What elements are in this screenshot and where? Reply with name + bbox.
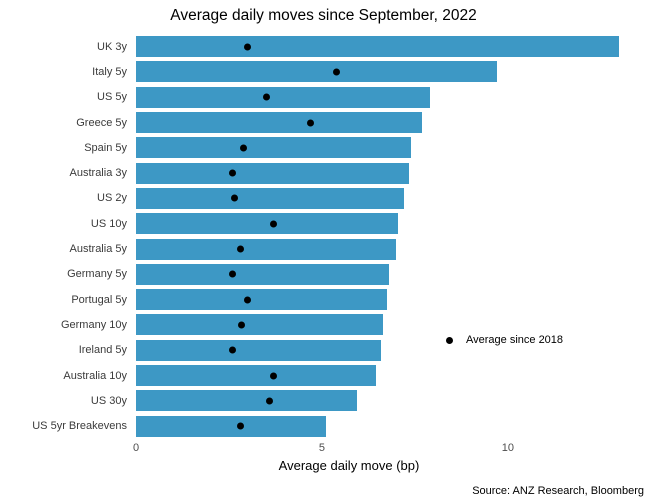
bar-track bbox=[136, 213, 647, 235]
bar-track bbox=[136, 187, 647, 209]
y-axis-category-label: Germany 5y bbox=[67, 268, 127, 281]
bar-track bbox=[136, 415, 647, 437]
average-since-2018-dot bbox=[229, 270, 237, 278]
y-axis-category-label: Italy 5y bbox=[92, 65, 127, 78]
bar bbox=[136, 314, 384, 336]
y-axis-category-label: US 2y bbox=[97, 192, 127, 205]
chart-row: US 5yr Breakevens bbox=[0, 413, 647, 438]
x-tick-label: 5 bbox=[318, 442, 326, 454]
x-axis: 0 5 10 bbox=[132, 442, 647, 456]
y-axis-category-label: Australia 3y bbox=[69, 167, 127, 180]
y-axis-category-label: US 5y bbox=[97, 91, 127, 104]
bar-track bbox=[136, 162, 647, 184]
bar bbox=[136, 112, 423, 134]
chart-title: Average daily moves since September, 202… bbox=[170, 7, 477, 24]
y-axis-category-label: Portugal 5y bbox=[71, 293, 127, 306]
bar bbox=[136, 339, 382, 361]
average-since-2018-dot bbox=[240, 144, 248, 152]
chart-row: Greece 5y bbox=[0, 110, 647, 135]
bar bbox=[136, 61, 497, 83]
bar-track bbox=[136, 238, 647, 260]
average-since-2018-dot bbox=[266, 397, 274, 405]
y-axis-category-label: Ireland 5y bbox=[78, 344, 127, 357]
chart-row: US 10y bbox=[0, 211, 647, 236]
bar-track bbox=[136, 86, 647, 108]
y-axis-category-label: Australia 10y bbox=[63, 369, 127, 382]
y-axis-category-label: Greece 5y bbox=[76, 116, 127, 129]
legend-label: Average since 2018 bbox=[466, 334, 564, 346]
x-tick-label: 10 bbox=[501, 442, 515, 454]
average-since-2018-dot bbox=[238, 321, 246, 329]
chart-row: Australia 10y bbox=[0, 363, 647, 388]
average-since-2018-dot bbox=[262, 93, 270, 101]
source-note: Source: ANZ Research, Bloomberg bbox=[472, 485, 644, 497]
chart-row: Germany 5y bbox=[0, 262, 647, 287]
bar-track bbox=[136, 289, 647, 311]
bar bbox=[136, 263, 389, 285]
average-since-2018-dot bbox=[244, 296, 252, 304]
average-since-2018-dot bbox=[307, 119, 315, 127]
average-since-2018-dot bbox=[229, 169, 237, 177]
chart-row: US 30y bbox=[0, 388, 647, 413]
bar bbox=[136, 137, 412, 159]
chart-row: US 2y bbox=[0, 186, 647, 211]
bar bbox=[136, 289, 388, 311]
bar bbox=[136, 213, 399, 235]
bar-track bbox=[136, 390, 647, 412]
chart-row: Germany 10y bbox=[0, 312, 647, 337]
average-since-2018-dot bbox=[244, 43, 252, 51]
chart-row: Spain 5y bbox=[0, 135, 647, 160]
chart-row: Italy 5y bbox=[0, 59, 647, 84]
bar-track bbox=[136, 36, 647, 58]
chart-row: Australia 3y bbox=[0, 160, 647, 185]
bar bbox=[136, 187, 404, 209]
average-since-2018-dot bbox=[270, 220, 278, 228]
y-axis-category-label: US 30y bbox=[90, 394, 127, 407]
bar bbox=[136, 365, 376, 386]
bar-track bbox=[136, 314, 647, 336]
x-axis-title: Average daily move (bp) bbox=[278, 458, 420, 473]
bar-track bbox=[136, 263, 647, 285]
average-since-2018-dot bbox=[236, 422, 244, 430]
chart-row: Ireland 5y bbox=[0, 338, 647, 363]
y-axis-category-label: US 5yr Breakevens bbox=[32, 420, 127, 433]
average-since-2018-dot bbox=[236, 245, 244, 253]
bar bbox=[136, 238, 397, 260]
bar-track bbox=[136, 112, 647, 134]
average-since-2018-dot bbox=[270, 372, 278, 379]
bar-track bbox=[136, 137, 647, 159]
chart-row: US 5y bbox=[0, 85, 647, 110]
y-axis-category-label: UK 3y bbox=[97, 40, 127, 53]
chart-row: UK 3y bbox=[0, 34, 647, 59]
bar bbox=[136, 162, 410, 184]
bar-track bbox=[136, 339, 647, 361]
bar bbox=[136, 390, 358, 412]
x-tick-label: 0 bbox=[132, 442, 140, 454]
average-since-2018-dot bbox=[229, 346, 237, 354]
chart-row: Australia 5y bbox=[0, 236, 647, 261]
bar bbox=[136, 86, 430, 108]
bar bbox=[136, 36, 620, 58]
y-axis-category-label: Germany 10y bbox=[60, 318, 127, 331]
chart-row: Portugal 5y bbox=[0, 287, 647, 312]
y-axis-category-label: Australia 5y bbox=[69, 243, 127, 256]
y-axis-category-label: US 10y bbox=[90, 217, 127, 230]
bar bbox=[136, 415, 326, 437]
legend-dot-icon bbox=[446, 336, 453, 344]
y-axis-category-label: Spain 5y bbox=[84, 141, 127, 154]
average-since-2018-dot bbox=[333, 68, 341, 76]
legend: Average since 2018 bbox=[446, 334, 563, 346]
bar-track bbox=[136, 61, 647, 83]
average-since-2018-dot bbox=[231, 194, 239, 202]
bar-track bbox=[136, 365, 647, 386]
plot-area: UK 3y Italy 5y US 5y Greece 5y Spain 5y Austr… bbox=[0, 34, 647, 439]
